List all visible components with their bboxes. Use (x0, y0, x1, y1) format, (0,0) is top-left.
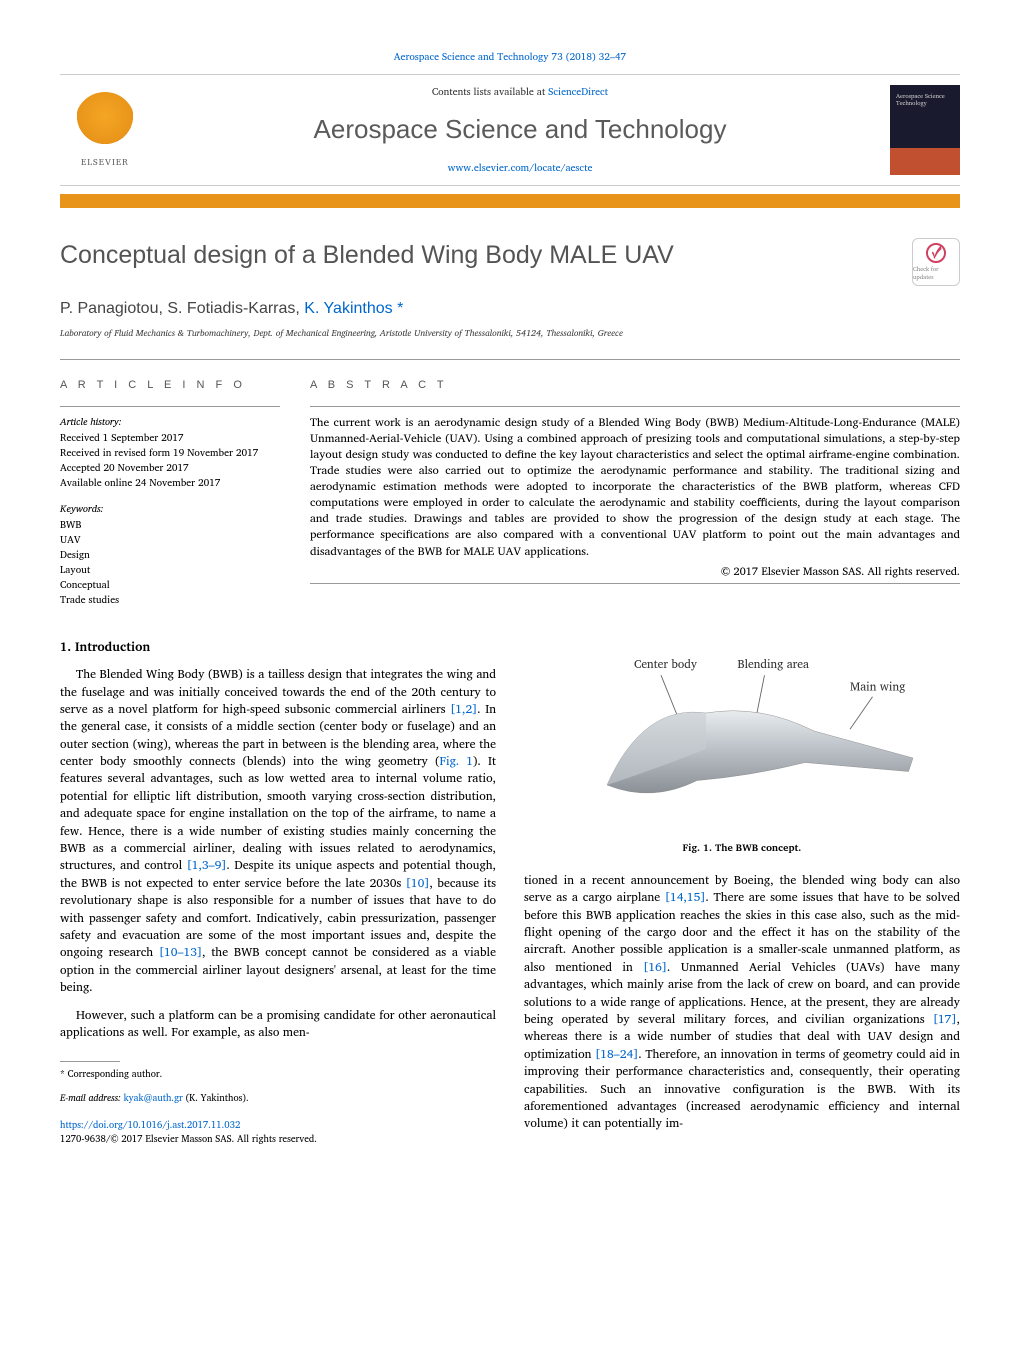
keyword: Conceptual (60, 578, 280, 592)
journal-title: Aerospace Science and Technology (150, 111, 890, 147)
masthead-center: Contents lists available at ScienceDirec… (150, 85, 890, 175)
authors-plain: P. Panagiotou, S. Fotiadis-Karras, (60, 300, 304, 317)
sciencedirect-link[interactable]: ScienceDirect (548, 84, 608, 100)
crossmark-label: Check for updates (913, 265, 959, 282)
history-label: Article history: (60, 415, 280, 429)
keyword: UAV (60, 533, 280, 547)
keyword: Trade studies (60, 593, 280, 607)
email-note: E-mail address: kyak@auth.gr (K. Yakinth… (60, 1092, 496, 1105)
citation[interactable]: [1,2] (450, 700, 477, 719)
running-header: Aerospace Science and Technology 73 (201… (60, 50, 960, 64)
keyword: Layout (60, 563, 280, 577)
masthead: ELSEVIER Contents lists available at Sci… (60, 74, 960, 186)
corr-email-link[interactable]: kyak@auth.gr (124, 1091, 183, 1106)
history-line: Available online 24 November 2017 (60, 476, 280, 490)
fig-label-center: Center body (634, 655, 698, 674)
citation[interactable]: [1,3–9] (187, 856, 227, 875)
bwb-concept-svg: Center body Blending area Main wing (524, 650, 960, 830)
abstract-text: The current work is an aerodynamic desig… (310, 406, 960, 560)
history-line: Received in revised form 19 November 201… (60, 446, 280, 460)
figure-caption: Fig. 1. The BWB concept. (524, 841, 960, 856)
elsevier-logo: ELSEVIER (60, 85, 150, 175)
citation[interactable]: [16] (643, 958, 667, 977)
doi-link[interactable]: https://doi.org/10.1016/j.ast.2017.11.03… (60, 1118, 240, 1133)
article-info-sidebar: A R T I C L E I N F O Article history: R… (60, 378, 310, 608)
journal-url[interactable]: www.elsevier.com/locate/aescte (448, 160, 593, 176)
journal-cover-thumbnail: Aerospace Science Technology (890, 85, 960, 175)
article-info-heading: A R T I C L E I N F O (60, 378, 280, 393)
publisher-name: ELSEVIER (81, 156, 129, 169)
author-list: P. Panagiotou, S. Fotiadis-Karras, K. Ya… (60, 298, 960, 320)
history-line: Accepted 20 November 2017 (60, 461, 280, 475)
fig-label-blend: Blending area (738, 655, 809, 674)
article-title: Conceptual design of a Blended Wing Body… (60, 238, 674, 273)
accent-bar (60, 194, 960, 208)
left-column: 1. Introduction The Blended Wing Body (B… (60, 638, 496, 1146)
citation[interactable]: [17] (933, 1010, 957, 1029)
corresponding-author: K. Yakinthos * (304, 300, 403, 317)
affiliation: Laboratory of Fluid Mechanics & Turbomac… (60, 327, 960, 340)
doi-block: https://doi.org/10.1016/j.ast.2017.11.03… (60, 1119, 496, 1147)
journal-homepage-link: www.elsevier.com/locate/aescte (150, 161, 890, 175)
figure-1: Center body Blending area Main wing (524, 650, 960, 856)
body-paragraph: The Blended Wing Body (BWB) is a tailles… (60, 666, 496, 996)
figure-ref[interactable]: Fig. 1 (439, 752, 473, 771)
body-paragraph: tioned in a recent announcement by Boein… (524, 872, 960, 1133)
article-history-block: Article history: Received 1 September 20… (60, 406, 280, 490)
issn-copyright: 1270-9638/© 2017 Elsevier Masson SAS. Al… (60, 1132, 317, 1147)
citation[interactable]: [18–24] (595, 1045, 638, 1064)
abstract-heading: A B S T R A C T (310, 378, 960, 393)
body-columns: 1. Introduction The Blended Wing Body (B… (60, 638, 960, 1146)
cover-text: Aerospace Science Technology (896, 93, 960, 107)
keyword: Design (60, 548, 280, 562)
history-line: Received 1 September 2017 (60, 431, 280, 445)
footnote-separator (60, 1061, 120, 1062)
body-paragraph: However, such a platform can be a promis… (60, 1007, 496, 1042)
keywords-block: Keywords: BWB UAV Design Layout Conceptu… (60, 502, 280, 607)
citation[interactable]: [10–13] (159, 943, 202, 962)
keyword: BWB (60, 518, 280, 532)
citation-link[interactable]: Aerospace Science and Technology 73 (201… (394, 49, 626, 65)
abstract-bottom-rule (310, 583, 960, 584)
contents-prefix: Contents lists available at (432, 84, 548, 100)
abstract-block: A B S T R A C T The current work is an a… (310, 378, 960, 608)
corresponding-author-note: * Corresponding author. (60, 1068, 496, 1081)
crossmark-icon (926, 243, 946, 263)
crossmark-badge[interactable]: Check for updates (912, 238, 960, 286)
section-heading: 1. Introduction (60, 638, 496, 656)
right-column: Center body Blending area Main wing (524, 638, 960, 1146)
citation[interactable]: [10] (406, 874, 430, 893)
citation[interactable]: [14,15] (665, 888, 706, 907)
abstract-copyright: © 2017 Elsevier Masson SAS. All rights r… (310, 564, 960, 579)
keywords-label: Keywords: (60, 502, 280, 516)
fig-label-wing: Main wing (850, 678, 905, 697)
contents-line: Contents lists available at ScienceDirec… (150, 85, 890, 99)
elsevier-tree-icon (75, 92, 135, 152)
